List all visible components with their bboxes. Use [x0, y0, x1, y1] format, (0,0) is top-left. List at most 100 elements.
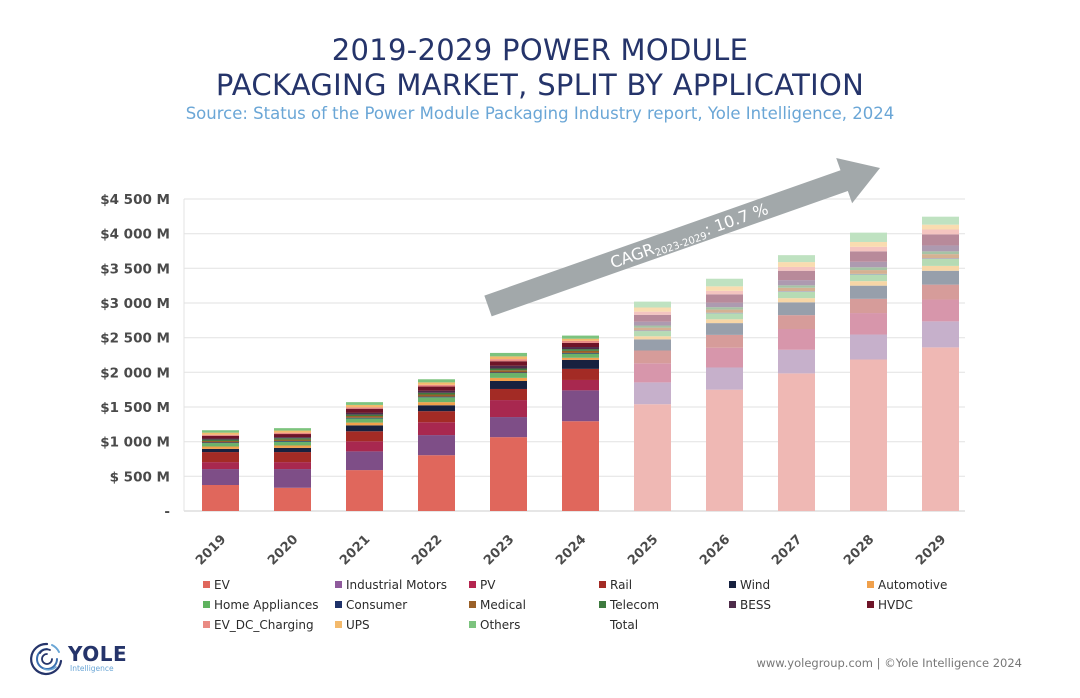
legend-swatch [335, 621, 342, 628]
bar-segment-consumer-2022 [418, 396, 455, 398]
bar-segment-automotive-2027 [778, 298, 815, 303]
bar-segment-ev-dc-charging-2024 [562, 340, 599, 343]
bar-segment-telecom-2026 [706, 307, 743, 310]
legend-label: PV [480, 577, 496, 592]
bar-segment-ups-2028 [850, 241, 887, 247]
bar-segment-pv-2019 [202, 462, 239, 470]
legend-item-rail: Rail [599, 577, 729, 592]
legend-label: Others [480, 617, 521, 632]
bar-segment-home-appliances-2027 [778, 291, 815, 299]
legend-swatch [469, 601, 476, 608]
bar-segment-rail-2022 [418, 411, 455, 423]
bar-segment-consumer-2019 [202, 442, 239, 444]
bar-segment-wind-2019 [202, 448, 239, 453]
bar-segment-pv-2027 [778, 329, 815, 350]
y-tick-label: $3 500 M [100, 261, 170, 277]
legend-label: Total [610, 617, 639, 632]
legend-item-ev: EV [203, 577, 335, 592]
legend-item-bess: BESS [729, 597, 867, 612]
bar-segment-telecom-2020 [274, 438, 311, 440]
legend-swatch [335, 601, 342, 608]
bar-segment-automotive-2028 [850, 281, 887, 286]
y-axis: - $ 500 M $1 000 M $1 500 M $2 000 M $2 500 M… [100, 192, 170, 520]
bar-stack-2022 [418, 379, 455, 511]
bar-segment-hvdc-2028 [850, 251, 887, 262]
legend-label: EV [214, 577, 230, 592]
bar-segment-consumer-2024 [562, 352, 599, 354]
legend-item-pv: PV [469, 577, 599, 592]
bar-segment-industrial-motors-2020 [274, 469, 311, 488]
bar-segment-bess-2023 [490, 365, 527, 369]
legend: EV Industrial Motors PV Rail Wind Automotive H… [203, 577, 963, 632]
legend-item-ups: UPS [335, 617, 469, 632]
x-tick-label: 2029 [913, 532, 949, 568]
bar-segment-wind-2028 [850, 285, 887, 299]
cagr-annotation: CAGR2023-2029: 10.7 % [484, 157, 881, 317]
bar-segment-automotive-2022 [418, 402, 455, 406]
bar-segment-wind-2029 [922, 270, 959, 285]
bar-segment-ev-2021 [346, 470, 383, 511]
x-tick-label: 2022 [409, 532, 445, 568]
legend-swatch [469, 621, 476, 628]
bar-stack-2025 [634, 301, 671, 511]
bar-segment-ups-2022 [418, 382, 455, 385]
bar-segment-pv-2029 [922, 299, 959, 322]
x-tick-label: 2020 [265, 532, 301, 568]
bar-segment-hvdc-2029 [922, 234, 959, 246]
legend-swatch [335, 581, 342, 588]
bar-segment-industrial-motors-2019 [202, 469, 239, 485]
y-tick-label: $1 000 M [100, 435, 170, 451]
footer-copyright: www.yolegroup.com | ©Yole Intelligence 2… [756, 656, 1022, 670]
bar-segment-others-2024 [562, 335, 599, 339]
bar-segment-industrial-motors-2027 [778, 349, 815, 374]
bar-segment-telecom-2025 [634, 325, 671, 328]
legend-item-telecom: Telecom [599, 597, 729, 612]
bar-segment-pv-2023 [490, 400, 527, 418]
stacked-bar-chart: - $ 500 M $1 000 M $1 500 M $2 000 M $2 500 M… [100, 157, 965, 568]
legend-label: Home Appliances [214, 597, 319, 612]
legend-item-total: Total [599, 617, 729, 632]
bar-segment-hvdc-2025 [634, 314, 671, 322]
bar-segment-medical-2023 [490, 370, 527, 373]
legend-label: UPS [346, 617, 370, 632]
bar-segment-ev-dc-charging-2028 [850, 246, 887, 252]
x-tick-label: 2019 [193, 532, 229, 568]
bar-segment-telecom-2021 [346, 414, 383, 417]
bar-segment-telecom-2029 [922, 251, 959, 255]
bar-segment-telecom-2027 [778, 285, 815, 288]
bar-segment-consumer-2021 [346, 417, 383, 419]
legend-swatch [599, 601, 606, 608]
y-tick-label: $4 000 M [100, 227, 170, 243]
y-tick-label: $ 500 M [110, 469, 170, 485]
bar-segment-rail-2025 [634, 350, 671, 364]
x-tick-label: 2024 [553, 532, 589, 568]
bar-stack-2020 [274, 428, 311, 511]
bar-segment-rail-2023 [490, 388, 527, 401]
x-tick-label: 2027 [769, 532, 805, 568]
bar-segment-industrial-motors-2025 [634, 382, 671, 405]
bar-segment-others-2020 [274, 428, 311, 431]
bar-segment-ev-dc-charging-2025 [634, 311, 671, 315]
bar-segment-ev-dc-charging-2029 [922, 229, 959, 235]
bar-segment-ev-2025 [634, 404, 671, 511]
bar-stack-2019 [202, 430, 239, 511]
bar-segment-wind-2022 [418, 405, 455, 412]
bar-segment-ev-2022 [418, 455, 455, 511]
bar-segment-ups-2024 [562, 338, 599, 341]
bar-segment-pv-2028 [850, 313, 887, 335]
yole-spiral-logo-icon [30, 642, 63, 676]
bar-segment-ev-dc-charging-2022 [418, 384, 455, 387]
bar-segment-others-2019 [202, 430, 239, 433]
bar-segment-medical-2026 [706, 309, 743, 313]
legend-swatch [729, 581, 736, 588]
bar-stack-2027 [778, 255, 815, 511]
legend-item-medical: Medical [469, 597, 599, 612]
bar-segment-telecom-2019 [202, 439, 239, 441]
legend-item-hvdc: HVDC [867, 597, 987, 612]
legend-label: Medical [480, 597, 526, 612]
bar-segment-ev-2029 [922, 347, 959, 511]
bar-segment-ev-dc-charging-2020 [274, 432, 311, 435]
legend-item-others: Others [469, 617, 599, 632]
bar-segment-medical-2027 [778, 287, 815, 292]
bar-segment-automotive-2023 [490, 377, 527, 381]
